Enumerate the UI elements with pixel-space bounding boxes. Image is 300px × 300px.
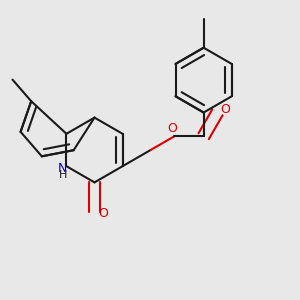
Text: O: O <box>220 103 230 116</box>
Text: O: O <box>167 122 177 135</box>
Text: N: N <box>58 161 68 175</box>
Text: H: H <box>59 170 67 180</box>
Text: O: O <box>99 207 108 220</box>
